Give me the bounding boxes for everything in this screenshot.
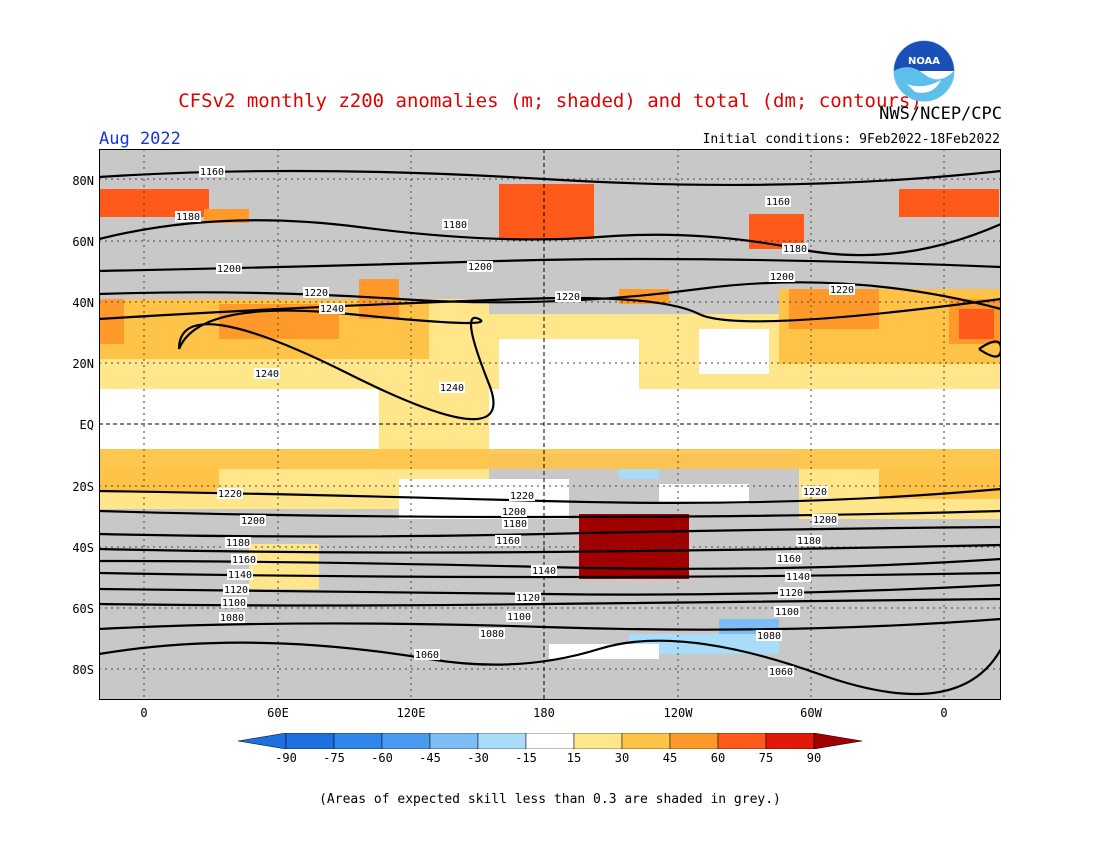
contour-labels: 1160 1180 1200 1220 1240 1240 1240 1180 … bbox=[175, 166, 855, 678]
svg-text:1100: 1100 bbox=[775, 607, 799, 618]
lon-label-0-right: 0 bbox=[940, 706, 948, 720]
noaa-logo-text: NOAA bbox=[908, 56, 940, 67]
agency-label: NWS/NCEP/CPC bbox=[879, 104, 1002, 124]
colorbar-label: 45 bbox=[662, 751, 678, 765]
lat-label-20s: 20S bbox=[72, 480, 94, 494]
lat-label-80n: 80N bbox=[72, 174, 94, 188]
lat-label-eq: EQ bbox=[79, 418, 94, 432]
svg-text:1200: 1200 bbox=[502, 507, 526, 518]
svg-text:1180: 1180 bbox=[443, 220, 467, 231]
svg-text:1080: 1080 bbox=[757, 631, 781, 642]
svg-text:1220: 1220 bbox=[830, 285, 854, 296]
colorbar bbox=[238, 733, 862, 749]
lat-label-20n: 20N bbox=[72, 357, 94, 371]
svg-text:1220: 1220 bbox=[218, 489, 242, 500]
skill-note: (Areas of expected skill less than 0.3 a… bbox=[319, 792, 781, 807]
colorbar-label: -90 bbox=[275, 751, 297, 765]
svg-text:1060: 1060 bbox=[769, 667, 793, 678]
svg-text:1180: 1180 bbox=[226, 538, 250, 549]
colorbar-label: 30 bbox=[614, 751, 630, 765]
svg-text:1160: 1160 bbox=[766, 197, 790, 208]
svg-text:1200: 1200 bbox=[241, 516, 265, 527]
colorbar-label: -75 bbox=[323, 751, 345, 765]
equator-dateline bbox=[99, 149, 1001, 700]
svg-text:1200: 1200 bbox=[770, 272, 794, 283]
svg-text:1180: 1180 bbox=[783, 244, 807, 255]
lat-label-40s: 40S bbox=[72, 541, 94, 555]
svg-text:1120: 1120 bbox=[224, 585, 248, 596]
initial-conditions: Initial conditions: 9Feb2022-18Feb2022 bbox=[702, 132, 1000, 147]
svg-text:1080: 1080 bbox=[220, 613, 244, 624]
lon-label-180: 180 bbox=[533, 706, 555, 720]
svg-text:1220: 1220 bbox=[510, 491, 534, 502]
map-frame bbox=[99, 149, 1001, 700]
svg-text:1220: 1220 bbox=[803, 487, 827, 498]
svg-text:1240: 1240 bbox=[440, 383, 464, 394]
colorbar-label: -15 bbox=[515, 751, 537, 765]
anomaly-region-45-60 bbox=[99, 299, 124, 344]
colorbar-label: 90 bbox=[806, 751, 822, 765]
svg-text:1140: 1140 bbox=[228, 570, 252, 581]
svg-text:1160: 1160 bbox=[232, 555, 256, 566]
colorbar-label: -30 bbox=[467, 751, 489, 765]
lat-label-80s: 80S bbox=[72, 663, 94, 677]
svg-text:1060: 1060 bbox=[415, 650, 439, 661]
chart-title: CFSv2 monthly z200 anomalies (m; shaded)… bbox=[178, 90, 922, 112]
colorbar-label: 60 bbox=[710, 751, 726, 765]
colorbar-arrow-left bbox=[238, 733, 287, 749]
lon-label-120e: 120E bbox=[396, 706, 426, 720]
svg-text:1160: 1160 bbox=[496, 536, 520, 547]
svg-text:1180: 1180 bbox=[503, 519, 527, 530]
svg-text:1220: 1220 bbox=[556, 292, 580, 303]
svg-text:1140: 1140 bbox=[786, 572, 810, 583]
svg-text:1220: 1220 bbox=[304, 288, 328, 299]
lon-label-0: 0 bbox=[140, 706, 148, 720]
svg-text:1200: 1200 bbox=[468, 262, 492, 273]
forecast-month: Aug 2022 bbox=[99, 129, 181, 149]
lon-label-60w: 60W bbox=[800, 706, 822, 720]
anomaly-map: 1160 1180 1200 1220 1240 1240 1240 1180 … bbox=[99, 149, 1001, 700]
colorbar-label: -60 bbox=[371, 751, 393, 765]
svg-text:1200: 1200 bbox=[217, 264, 241, 275]
svg-text:1120: 1120 bbox=[516, 593, 540, 604]
lat-label-60s: 60S bbox=[72, 602, 94, 616]
lon-label-120w: 120W bbox=[663, 706, 693, 720]
lat-label-60n: 60N bbox=[72, 235, 94, 249]
svg-text:1160: 1160 bbox=[200, 167, 224, 178]
svg-text:1120: 1120 bbox=[779, 588, 803, 599]
colorbar-label: -45 bbox=[419, 751, 441, 765]
colorbar-label: 75 bbox=[758, 751, 774, 765]
svg-text:1180: 1180 bbox=[797, 536, 821, 547]
svg-text:1140: 1140 bbox=[532, 566, 556, 577]
lon-label-60e: 60E bbox=[267, 706, 289, 720]
svg-text:1100: 1100 bbox=[507, 612, 531, 623]
colorbar-arrow-right bbox=[813, 733, 862, 749]
svg-text:1180: 1180 bbox=[176, 212, 200, 223]
colorbar-label: 15 bbox=[566, 751, 582, 765]
svg-text:1160: 1160 bbox=[777, 554, 801, 565]
svg-text:1100: 1100 bbox=[222, 598, 246, 609]
svg-text:1200: 1200 bbox=[813, 515, 837, 526]
svg-text:1080: 1080 bbox=[480, 629, 504, 640]
noaa-logo-icon: NOAA bbox=[893, 40, 955, 102]
svg-text:1240: 1240 bbox=[255, 369, 279, 380]
lat-label-40n: 40N bbox=[72, 296, 94, 310]
svg-text:1240: 1240 bbox=[320, 304, 344, 315]
